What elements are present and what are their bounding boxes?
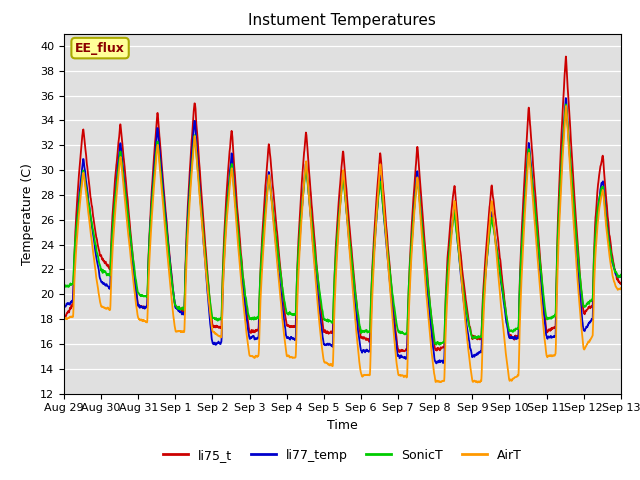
Legend: li75_t, li77_temp, SonicT, AirT: li75_t, li77_temp, SonicT, AirT [158, 444, 527, 467]
Line: li75_t: li75_t [64, 57, 621, 352]
SonicT [584, 301, 591, 307]
li75_t [562, 54, 570, 60]
li75_t [584, 306, 591, 312]
Line: AirT: AirT [64, 106, 621, 383]
Y-axis label: Temperature (C): Temperature (C) [22, 163, 35, 264]
SonicT [504, 324, 512, 329]
Line: li77_temp: li77_temp [64, 98, 621, 363]
li77_temp [358, 349, 366, 355]
li75_t [358, 335, 366, 340]
li77_temp [371, 243, 378, 249]
Title: Instument Temperatures: Instument Temperatures [248, 13, 436, 28]
SonicT [60, 285, 68, 291]
li77_temp [60, 305, 68, 311]
SonicT [371, 239, 378, 244]
SonicT [568, 181, 576, 187]
AirT [617, 285, 625, 291]
li75_t [216, 324, 223, 329]
AirT [60, 317, 68, 323]
li77_temp [568, 186, 576, 192]
Line: SonicT: SonicT [64, 105, 621, 345]
SonicT [216, 316, 223, 322]
AirT [371, 247, 378, 253]
AirT [584, 340, 591, 346]
li75_t [568, 156, 576, 161]
Text: EE_flux: EE_flux [75, 42, 125, 55]
li77_temp [433, 360, 440, 366]
AirT [563, 103, 570, 109]
SonicT [617, 272, 625, 277]
SonicT [436, 342, 444, 348]
li77_temp [584, 324, 591, 329]
li75_t [371, 227, 378, 233]
li77_temp [617, 274, 625, 279]
li77_temp [216, 340, 223, 346]
AirT [568, 196, 576, 202]
li77_temp [562, 95, 570, 101]
li77_temp [504, 331, 512, 336]
li75_t [504, 328, 512, 334]
X-axis label: Time: Time [327, 419, 358, 432]
li75_t [60, 314, 68, 320]
SonicT [358, 329, 366, 335]
li75_t [617, 281, 625, 287]
AirT [474, 380, 481, 385]
li75_t [396, 349, 403, 355]
AirT [504, 371, 512, 376]
SonicT [562, 102, 570, 108]
AirT [216, 333, 223, 339]
AirT [358, 374, 366, 380]
